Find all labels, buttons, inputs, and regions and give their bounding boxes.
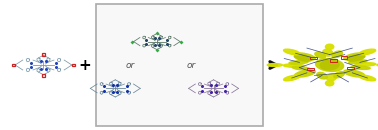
Ellipse shape	[284, 49, 300, 55]
Ellipse shape	[284, 75, 300, 81]
Text: +: +	[79, 57, 91, 73]
Ellipse shape	[294, 53, 316, 60]
Bar	[347, 67, 354, 69]
Ellipse shape	[292, 66, 310, 70]
Bar	[42, 74, 45, 77]
Ellipse shape	[344, 70, 365, 77]
Ellipse shape	[289, 61, 308, 64]
Ellipse shape	[355, 63, 376, 66]
Bar	[12, 64, 15, 66]
Ellipse shape	[359, 75, 376, 81]
Ellipse shape	[294, 54, 312, 61]
Ellipse shape	[349, 60, 367, 64]
Ellipse shape	[377, 64, 378, 66]
Text: or: or	[186, 60, 195, 70]
Ellipse shape	[267, 64, 282, 66]
Ellipse shape	[315, 52, 325, 58]
Bar	[307, 68, 314, 70]
Ellipse shape	[351, 66, 370, 69]
Bar	[310, 57, 317, 59]
Ellipse shape	[294, 70, 316, 77]
Bar	[330, 59, 337, 62]
Ellipse shape	[325, 81, 334, 86]
Ellipse shape	[332, 51, 342, 58]
Bar	[341, 56, 347, 59]
Ellipse shape	[347, 54, 365, 61]
Ellipse shape	[344, 53, 365, 60]
Ellipse shape	[284, 64, 304, 67]
Text: or: or	[126, 60, 135, 70]
Ellipse shape	[359, 49, 376, 55]
Ellipse shape	[317, 72, 327, 79]
FancyBboxPatch shape	[96, 4, 263, 126]
Ellipse shape	[320, 60, 339, 70]
Bar	[72, 64, 74, 66]
Ellipse shape	[327, 74, 336, 81]
Ellipse shape	[316, 59, 344, 71]
Bar	[42, 53, 45, 56]
Ellipse shape	[325, 44, 334, 49]
Ellipse shape	[323, 49, 333, 56]
Ellipse shape	[334, 72, 344, 78]
